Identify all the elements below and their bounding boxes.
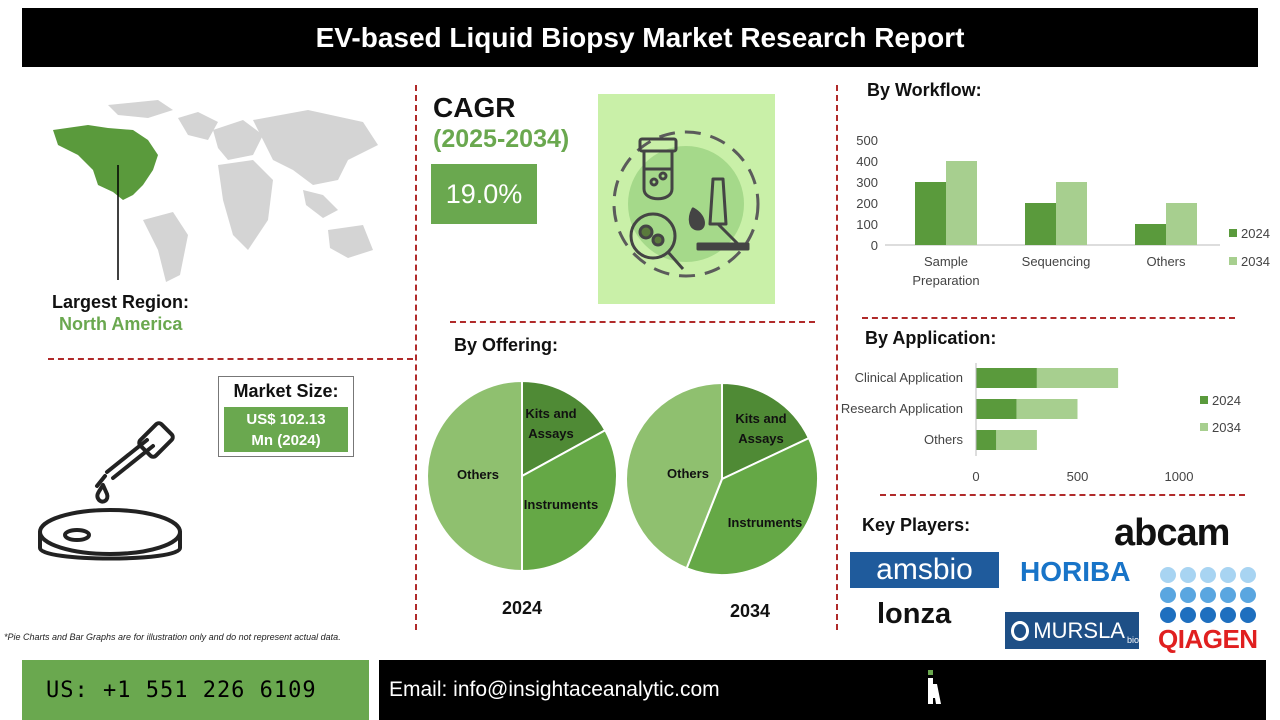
workflow-legend-swatch [1229, 257, 1237, 265]
application-title: By Application: [865, 328, 997, 348]
market-size-label: Market Size: [233, 381, 339, 401]
divider-left [415, 85, 417, 630]
offering-pie-label: Kits and [525, 406, 576, 421]
application-category-label: Research Application [841, 401, 963, 416]
offering-pie-label: Others [457, 467, 499, 482]
cagr-value: 19.0% [445, 178, 523, 209]
divider-left-h [48, 358, 413, 360]
workflow-category-label: Sample [924, 254, 968, 269]
key-players-title: Key Players: [862, 515, 971, 535]
offering-pie-label: Assays [738, 431, 784, 446]
largest-region-label: Largest Region: [52, 292, 190, 312]
workflow-y-tick: 300 [856, 175, 878, 190]
amsbio-logo: amsbio [850, 552, 999, 588]
footnote: *Pie Charts and Bar Graphs are for illus… [4, 632, 341, 642]
cagr-value-box: 19.0% [431, 164, 537, 224]
offering-pie-label: Kits and [735, 411, 786, 426]
offering-pie-slice [625, 381, 723, 570]
workflow-bar [1166, 203, 1197, 245]
workflow-y-tick: 400 [856, 154, 878, 169]
qiagen-logo: QIAGEN [1158, 624, 1258, 654]
workflow-bar [1056, 182, 1087, 245]
workflow-bar [946, 161, 977, 245]
workflow-category-label: Preparation [912, 273, 979, 288]
amsbio-logo-text: amsbio [876, 553, 973, 586]
market-size-value-line1: US$ 102.13 [246, 411, 326, 428]
application-bar-chart: Clinical Application Research Application… [841, 363, 1241, 484]
mursla-icon [1011, 620, 1030, 641]
insightace-logo-icon [928, 670, 941, 704]
workflow-bar [1025, 203, 1056, 245]
application-x-tick: 1000 [1165, 469, 1194, 484]
footer-phone[interactable]: US: +1 551 226 6109 [22, 660, 369, 720]
mursla-logo-subtext: bio [1126, 634, 1139, 645]
offering-year-2034: 2034 [730, 601, 771, 621]
application-category-label: Clinical Application [855, 370, 963, 385]
mursla-logo-text: MURSLA [1033, 617, 1125, 643]
application-x-tick: 500 [1067, 469, 1089, 484]
offering-pie-slice [521, 428, 618, 573]
offering-pie-slice [426, 379, 523, 573]
workflow-legend-swatch [1229, 229, 1237, 237]
application-bar [976, 368, 1037, 388]
offering-pie-label: Others [667, 466, 709, 481]
mursla-logo: MURSLA bio [1005, 612, 1139, 649]
offering-title: By Offering: [454, 335, 559, 355]
largest-region-value: North America [59, 314, 183, 334]
offering-pie-charts: Kits and Assays Instruments Others Kits and A… [426, 379, 819, 576]
application-bar [1036, 368, 1119, 388]
workflow-legend-label: 2034 [1241, 254, 1270, 269]
workflow-y-tick: 200 [856, 196, 878, 211]
application-legend-swatch [1200, 396, 1208, 404]
lonza-logo: Lonza [877, 598, 952, 630]
workflow-bar [915, 182, 946, 245]
market-size-box: Market Size: US$ 102.13 Mn (2024) [218, 376, 354, 457]
workflow-y-tick: 0 [871, 238, 878, 253]
application-bar [976, 399, 1017, 419]
cagr-label: CAGR [433, 92, 516, 123]
offering-pie-label: Instruments [524, 497, 598, 512]
offering-pie-label: Assays [528, 426, 574, 441]
offering-pie-slice [685, 436, 819, 576]
horiba-logo: HORIBA [1020, 556, 1131, 587]
offering-pie-label: Instruments [728, 515, 802, 530]
offering-pie-slice [721, 381, 811, 481]
workflow-category-label: Others [1146, 254, 1186, 269]
footer-email[interactable]: Email: info@insightaceanalytic.com [389, 678, 720, 701]
application-legend-swatch [1200, 423, 1208, 431]
workflow-y-tick: 100 [856, 217, 878, 232]
footer-email-bar: Email: info@insightaceanalytic.com [379, 660, 1266, 720]
divider-right [836, 85, 838, 630]
divider-right-h1 [862, 317, 1235, 319]
cagr-period: (2025-2034) [433, 125, 570, 153]
workflow-category-label: Sequencing [1022, 254, 1091, 269]
abcam-logo: abcam [1114, 512, 1230, 554]
world-map [53, 100, 378, 282]
offering-pie-slice [521, 379, 607, 478]
report-title: EV-based Liquid Biopsy Market Research R… [22, 8, 1258, 67]
application-x-tick: 0 [972, 469, 979, 484]
application-category-label: Others [924, 432, 964, 447]
offering-year-2024: 2024 [502, 598, 543, 618]
qiagen-dots-icon [1160, 567, 1256, 623]
market-size-value-line2: Mn (2024) [251, 432, 321, 449]
workflow-legend-label: 2024 [1241, 226, 1270, 241]
divider-right-h2 [880, 494, 1245, 496]
workflow-title: By Workflow: [867, 80, 982, 100]
workflow-bar-chart: 0 100 200 300 400 500 Sample Preparation Sequenc… [856, 133, 1270, 288]
workflow-y-tick: 500 [856, 133, 878, 148]
application-bar [996, 430, 1037, 450]
application-bar [1016, 399, 1078, 419]
lab-illustration [598, 94, 775, 304]
market-size-value-box: US$ 102.13 Mn (2024) [224, 407, 348, 452]
workflow-bar [1135, 224, 1166, 245]
application-bar [976, 430, 997, 450]
dropper-dish-icon [38, 421, 182, 561]
application-legend-label: 2034 [1212, 420, 1241, 435]
divider-mid-h [450, 321, 815, 323]
application-legend-label: 2024 [1212, 393, 1241, 408]
